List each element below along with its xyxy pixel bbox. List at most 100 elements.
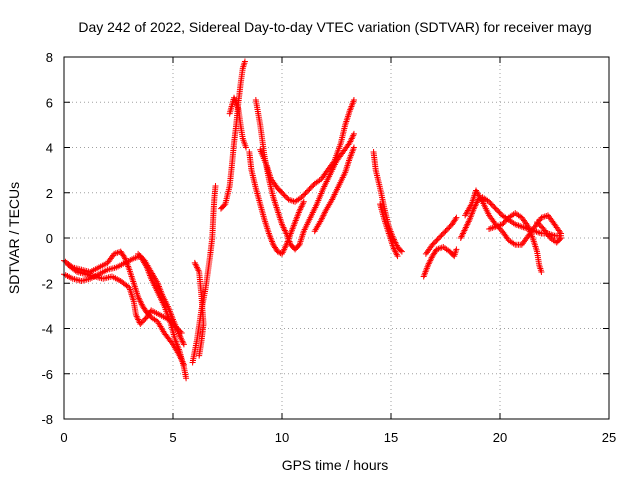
- x-tick-label: 25: [602, 430, 616, 445]
- data-point: [556, 236, 563, 243]
- data-point: [281, 192, 288, 199]
- data-point: [453, 246, 460, 253]
- data-point: [72, 267, 79, 274]
- data-point: [306, 186, 313, 193]
- x-tick-label: 20: [493, 430, 507, 445]
- data-point: [303, 188, 310, 195]
- series-track-o: [420, 244, 460, 280]
- series-track-i: [246, 149, 307, 257]
- data-point: [309, 183, 316, 190]
- y-tick-label: -6: [41, 367, 53, 382]
- data-point: [137, 320, 144, 327]
- data-point: [300, 198, 307, 205]
- data-point: [135, 250, 142, 257]
- series-track-p: [422, 214, 460, 257]
- data-point: [503, 217, 510, 224]
- series-track-g: [217, 58, 248, 212]
- data-point: [282, 193, 289, 200]
- data-point: [537, 223, 544, 230]
- data-point: [305, 187, 312, 194]
- x-tick-label: 5: [169, 430, 176, 445]
- data-point: [492, 205, 499, 212]
- data-point: [180, 341, 187, 348]
- data-point: [499, 221, 506, 228]
- data-point: [452, 215, 459, 222]
- series-track-k: [257, 96, 357, 205]
- series-track-t: [534, 219, 565, 246]
- data-point: [433, 237, 440, 244]
- y-tick-label: 8: [46, 50, 53, 65]
- data-point: [486, 198, 493, 205]
- data-point: [442, 228, 449, 235]
- data-point: [501, 218, 508, 225]
- series-track-d: [135, 250, 187, 348]
- data-point: [180, 361, 187, 368]
- data-point: [438, 232, 445, 239]
- data-point: [443, 226, 450, 233]
- data-point: [136, 252, 143, 259]
- data-point: [299, 192, 306, 199]
- data-point: [495, 208, 502, 215]
- series-track-h: [226, 94, 250, 151]
- data-point: [137, 253, 144, 260]
- data-point: [139, 254, 146, 261]
- data-point: [429, 241, 436, 248]
- data-point: [558, 235, 565, 241]
- x-axis-label: GPS time / hours: [282, 457, 389, 473]
- data-point: [183, 375, 190, 382]
- series-track-s: [486, 210, 545, 275]
- y-tick-label: 6: [46, 95, 53, 110]
- data-point: [138, 319, 145, 326]
- x-tick-label: 10: [275, 430, 289, 445]
- y-tick-label: -8: [41, 412, 53, 427]
- data-point: [212, 182, 219, 189]
- data-point: [435, 235, 442, 241]
- data-point: [241, 58, 248, 65]
- data-marks: [61, 58, 565, 382]
- data-point: [488, 201, 495, 208]
- data-point: [446, 224, 453, 231]
- y-tick-label: -2: [41, 276, 53, 291]
- data-point: [397, 247, 404, 254]
- y-tick-label: -4: [41, 322, 53, 337]
- series-track-l: [311, 144, 357, 235]
- data-point: [279, 189, 285, 196]
- data-point: [301, 191, 308, 198]
- data-point: [432, 239, 439, 246]
- x-tick-label: 15: [384, 430, 398, 445]
- data-point: [437, 233, 444, 240]
- chart-title: Day 242 of 2022, Sidereal Day-to-day VTE…: [78, 19, 591, 35]
- data-point: [439, 230, 446, 237]
- data-point: [496, 209, 503, 216]
- data-point: [243, 144, 250, 151]
- data-point: [307, 184, 314, 191]
- data-point: [535, 220, 542, 227]
- data-point: [445, 225, 452, 232]
- data-point: [441, 229, 448, 236]
- data-point: [394, 253, 401, 260]
- data-point: [490, 202, 497, 209]
- data-point: [453, 214, 460, 221]
- y-tick-label: 2: [46, 186, 53, 201]
- data-point: [500, 220, 507, 227]
- axis-ticks: 0 5 10 15 20 25 -8 -6 -4 -2 0 2 4 6 8: [41, 50, 616, 445]
- data-point: [298, 194, 305, 201]
- data-point: [536, 221, 543, 228]
- data-point: [430, 240, 437, 247]
- data-point: [280, 191, 287, 198]
- data-point: [534, 219, 541, 226]
- series-track-f: [191, 259, 207, 359]
- x-tick-label: 0: [60, 430, 67, 445]
- data-point: [121, 254, 128, 261]
- series-track-c: [65, 262, 185, 337]
- data-point: [487, 200, 494, 207]
- data-point: [434, 236, 441, 243]
- y-axis-label: SDTVAR / TECUs: [6, 182, 22, 294]
- data-point: [196, 352, 203, 359]
- data-point: [139, 318, 146, 325]
- data-point: [168, 339, 175, 346]
- data-point: [398, 248, 405, 255]
- y-tick-label: 0: [46, 231, 53, 246]
